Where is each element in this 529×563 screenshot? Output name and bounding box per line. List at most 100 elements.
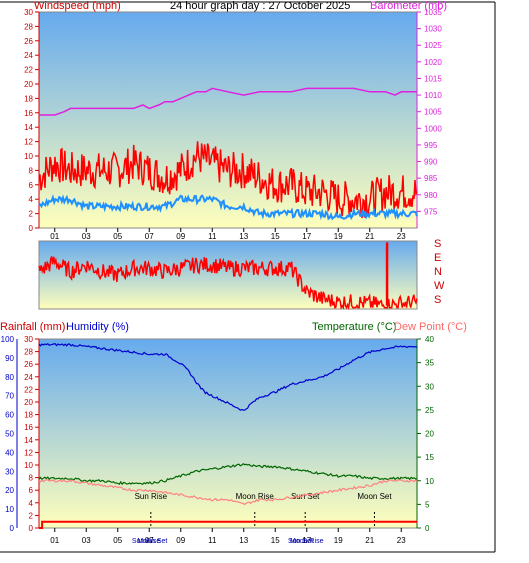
temperature-tick-label: 10 [425,477,434,486]
windspeed-tick-label: 10 [24,152,33,161]
rainfall-tick-label: 6 [29,486,34,495]
rainfall-tick-label: 2 [29,511,34,520]
wind-x-tick-label: 03 [82,232,91,241]
windspeed-axis-label: Windspeed (mph) [34,0,121,12]
humidity-axis-label: Humidity (%) [66,321,129,333]
wind-x-tick-label: 23 [397,232,406,241]
rainfall-tick-label: 22 [24,385,33,394]
humidity-tick-label: 90 [5,354,14,363]
humidity-x-tick-label: 09 [176,536,185,545]
humidity-x-tick-label: 21 [365,536,374,545]
rainfall-tick-label: 30 [24,335,33,344]
humidity-x-tick-label: 19 [334,536,343,545]
humidity-series [38,343,418,529]
wind-x-tick-label: 21 [365,232,374,241]
rainfall-tick-label: 18 [24,411,33,420]
temperature-tick-label: 35 [425,359,434,368]
windspeed-tick-label: 30 [24,8,33,17]
humidity-tick-label: 60 [5,411,14,420]
barometer-tick-label: 1020 [424,58,442,67]
humidity-tick-label: 100 [1,335,15,344]
wind-direction-line [38,256,418,311]
humidity-x-tick-label: 23 [397,536,406,545]
barometer-tick-label: 1005 [424,108,442,117]
bottom-annotation-label: Sun Set [288,538,313,545]
rainfall-line [39,520,417,529]
dew point-line [38,478,418,506]
direction-label: W [434,280,445,292]
windspeed-tick-label: 20 [24,80,33,89]
temperature-tick-label: 40 [425,335,434,344]
barometer-tick-label: 1025 [424,41,442,50]
humidity-tick-label: 50 [5,430,14,439]
rainfall-tick-label: 20 [24,398,33,407]
barometer-tick-labels: 975 980 985 990 995 1000 1005 1010 1015 1020 1025 1… [417,8,442,216]
wind-x-tick-labels: 01 03 05 07 09 11 13 15 17 19 21 23 [50,228,406,241]
direction-series [38,242,418,311]
rainfall-tick-label: 12 [24,448,33,457]
barometer-line [39,87,417,116]
dewpoint-axis-label: Dew Point (°C) [394,321,467,333]
windspeed-tick-label: 22 [24,66,33,75]
humidity-temperature-panel: Rainfall (mm) Humidity (%) Temperature (… [0,321,467,545]
annotation-label: Sun Rise [135,492,168,501]
barometer-axis-label: Barometer (mb) [370,0,447,12]
temperature-line [38,462,418,486]
windspeed-tick-label: 26 [24,37,33,46]
humidity-x-tick-label: 13 [239,536,248,545]
temperature-tick-label: 5 [425,500,430,509]
annotation-label: Moon Set [357,492,392,501]
barometer-tick-label: 1000 [424,124,442,133]
wind-x-tick-label: 17 [302,232,311,241]
direction-label: E [434,252,441,264]
rainfall-tick-label: 24 [24,373,33,382]
annotation-label: Moon Rise [236,492,275,501]
windspeed-tick-label: 0 [29,224,34,233]
wind-x-tick-label: 05 [113,232,122,241]
wind-x-tick-label: 09 [176,232,185,241]
rainfall-tick-label: 10 [24,461,33,470]
barometer-tick-label: 975 [424,207,438,216]
humidity-plot-area [38,338,418,529]
temperature-tick-labels: 0 5 10 15 20 25 30 35 40 [417,335,434,533]
wind-series [38,87,418,221]
barometer-tick-label: 1035 [424,8,442,17]
humidity-x-tick-label: 05 [113,536,122,545]
humidity-tick-label: 80 [5,373,14,382]
barometer-tick-label: 985 [424,174,438,183]
windspeed-tick-label: 28 [24,22,33,31]
barometer-tick-label: 1015 [424,74,442,83]
bottom-annotation-label: Moon Set [137,538,167,545]
rainfall-tick-label: 4 [29,499,34,508]
wind-x-tick-label: 15 [271,232,280,241]
windspeed-tick-label: 8 [29,166,34,175]
direction-label: S [434,238,441,250]
direction-label: S [434,294,441,306]
wind-barometer-panel: Windspeed (mph) 24 hour graph day : 27 O… [24,0,447,241]
humidity-line [38,343,418,411]
humidity-x-tick-label: 11 [208,536,217,545]
barometer-tick-label: 980 [424,191,438,200]
barometer-tick-label: 990 [424,158,438,167]
humidity-tick-label: 70 [5,392,14,401]
rainfall-tick-label: 16 [24,423,33,432]
direction-label: N [434,266,442,278]
temperature-tick-label: 30 [425,382,434,391]
windspeed-tick-label: 16 [24,109,33,118]
humidity-tick-labels: 0 10 20 30 40 50 60 70 80 90 100 [1,335,15,533]
annotation-label: Sun Set [291,492,320,501]
temperature-axis-label: Temperature (°C) [312,321,396,333]
rainfall-tick-label: 0 [29,524,34,533]
wind-plot-area [38,11,418,229]
windspeed-tick-label: 2 [29,210,34,219]
humidity-tick-label: 30 [5,467,14,476]
bottom-annotation-label: Sun Rise [132,538,161,545]
rainfall-axis-label: Rainfall (mm) [0,321,65,333]
windspeed-tick-label: 12 [24,138,33,147]
bottom-annotation-label: Moon Rise [290,538,324,545]
humidity-x-tick-label: 17 [302,536,311,545]
windspeed-tick-label: 24 [24,51,33,60]
